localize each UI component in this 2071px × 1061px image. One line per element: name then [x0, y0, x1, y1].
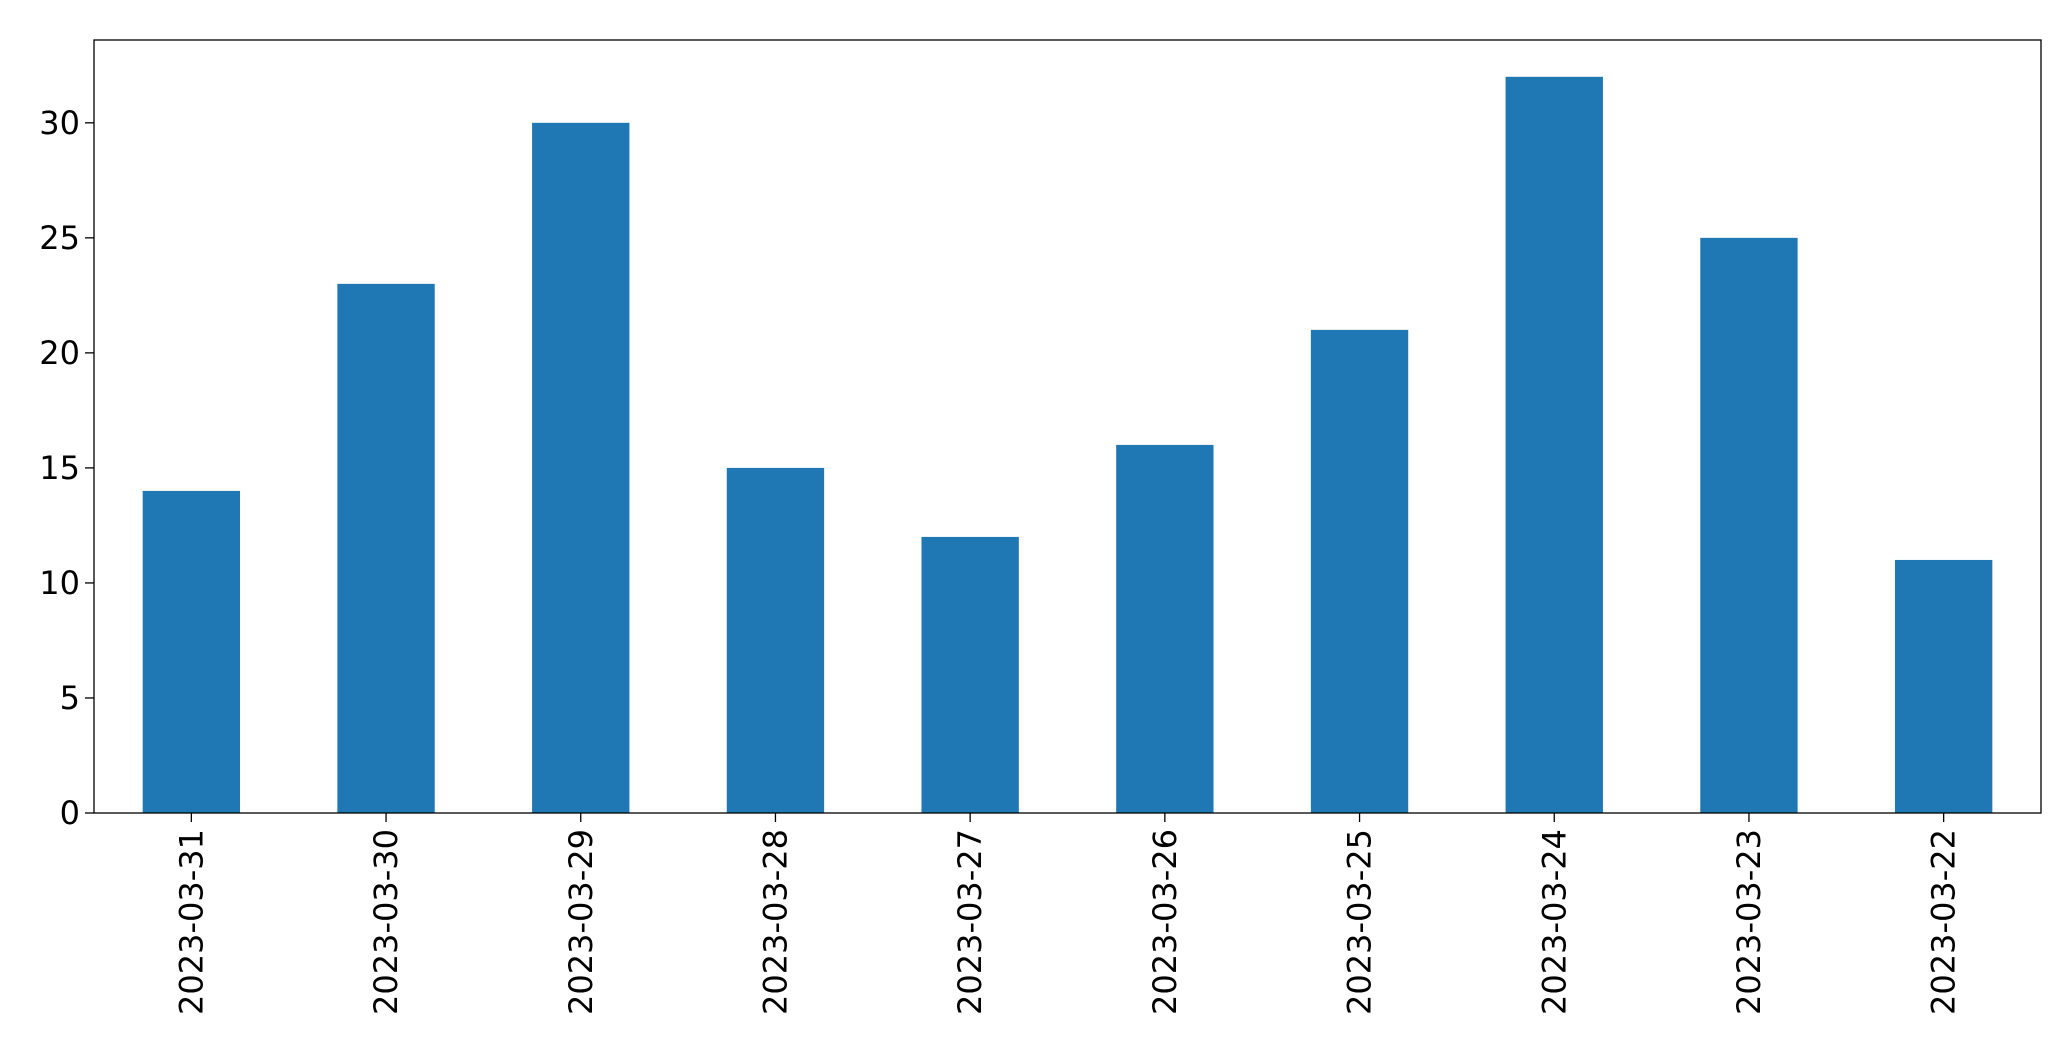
y-tick-label: 5 [60, 679, 80, 717]
bar [1116, 444, 1214, 813]
x-tick-label: 2023-03-22 [1925, 829, 1963, 1015]
x-tick-label: 2023-03-29 [562, 829, 600, 1015]
x-tick-label: 2023-03-30 [367, 829, 405, 1015]
y-tick-label: 25 [39, 219, 80, 257]
bar [1700, 237, 1798, 813]
axes-frame [93, 39, 2042, 814]
bar [1310, 329, 1409, 813]
y-tick-label: 10 [39, 564, 80, 602]
bar [532, 122, 630, 814]
x-tick-label: 2023-03-25 [1341, 829, 1379, 1015]
y-tick-label: 30 [39, 104, 80, 142]
x-tick-label: 2023-03-31 [172, 829, 210, 1015]
y-tick-label: 0 [60, 794, 80, 832]
bar [1505, 76, 1603, 814]
y-tick-label: 20 [39, 334, 80, 372]
bar [142, 490, 241, 813]
x-tick-label: 2023-03-27 [951, 829, 989, 1015]
bar [337, 283, 435, 813]
bar [726, 467, 825, 813]
x-tick-label: 2023-03-26 [1146, 829, 1184, 1015]
y-tick-label: 15 [39, 449, 80, 487]
x-tick-label: 2023-03-24 [1535, 829, 1573, 1015]
bar [921, 536, 1019, 813]
bar [1894, 559, 1993, 813]
x-tick-label: 2023-03-28 [756, 829, 794, 1015]
x-tick-label: 2023-03-23 [1730, 829, 1768, 1015]
